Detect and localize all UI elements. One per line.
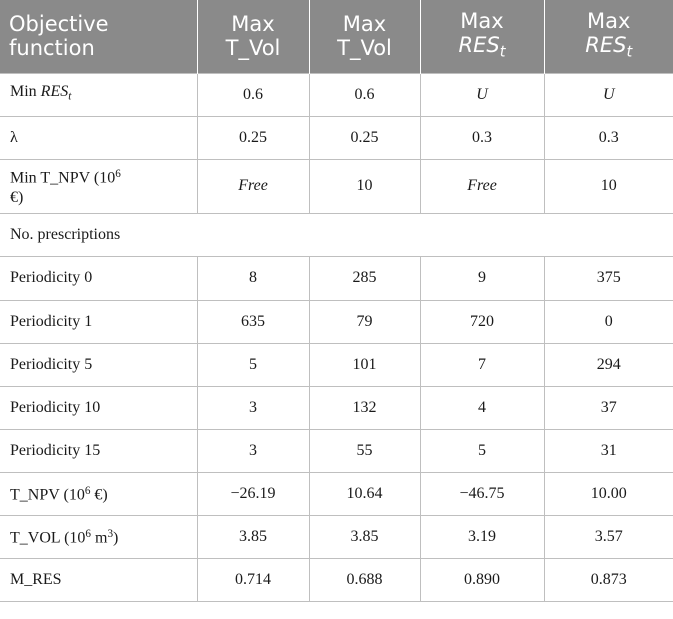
cell: 0.3: [543, 115, 673, 160]
cell: 0: [543, 299, 673, 344]
cell: 79: [308, 299, 421, 344]
cell: 3.57: [543, 514, 673, 559]
row-label: Min T_NPV (106 €): [0, 158, 198, 214]
cell: 0.688: [308, 557, 421, 602]
row-periodicity-10: Periodicity 10 3 132 4 37: [0, 385, 673, 430]
cell: 0.714: [196, 557, 310, 602]
row-label: Periodicity 10: [0, 385, 198, 430]
cell: 10.64: [308, 471, 421, 516]
row-no-prescriptions: No. prescriptions: [0, 212, 673, 257]
cell: 8: [196, 255, 310, 301]
cell: 3.85: [196, 514, 310, 559]
header-col-4: Max RESt: [544, 0, 673, 73]
section-label: No. prescriptions: [0, 212, 673, 257]
cell: 5: [419, 428, 545, 473]
cell: 0.25: [196, 115, 310, 160]
row-periodicity-15: Periodicity 15 3 55 5 31: [0, 428, 673, 473]
row-min-tnpv: Min T_NPV (106 €) Free 10 Free 10: [0, 158, 673, 214]
cell: 3.19: [419, 514, 545, 559]
row-label: T_NPV (106 €): [0, 471, 198, 516]
header-col-3: Max RESt: [420, 0, 545, 73]
cell: 0.890: [419, 557, 545, 602]
cell: U: [419, 72, 545, 117]
row-t-npv: T_NPV (106 €) −26.19 10.64 −46.75 10.00: [0, 471, 673, 516]
cell: 37: [543, 385, 673, 430]
cell: 720: [419, 299, 545, 344]
row-periodicity-1: Periodicity 1 635 79 720 0: [0, 299, 673, 344]
cell: U: [543, 72, 673, 117]
row-label: Periodicity 1: [0, 299, 198, 344]
row-label: Min RESt: [0, 72, 198, 117]
cell: 0.873: [543, 557, 673, 602]
cell: 294: [543, 342, 673, 387]
cell: 0.25: [308, 115, 421, 160]
cell: 31: [543, 428, 673, 473]
row-periodicity-0: Periodicity 0 8 285 9 375: [0, 255, 673, 301]
cell: 132: [308, 385, 421, 430]
cell: 10: [543, 158, 673, 214]
row-label: M_RES: [0, 557, 198, 602]
cell: Free: [419, 158, 545, 214]
table-header: Objective function Max T_Vol Max T_Vol M…: [0, 0, 673, 73]
cell: 55: [308, 428, 421, 473]
row-label: λ: [0, 115, 198, 160]
cell: 375: [543, 255, 673, 301]
row-label: Periodicity 0: [0, 255, 198, 301]
cell: 101: [308, 342, 421, 387]
row-lambda: λ 0.25 0.25 0.3 0.3: [0, 115, 673, 160]
header-row: Objective function Max T_Vol Max T_Vol M…: [0, 0, 673, 73]
cell: 285: [308, 255, 421, 301]
cell: 5: [196, 342, 310, 387]
cell: 3: [196, 428, 310, 473]
header-objective-function: Objective function: [0, 0, 198, 73]
cell: 635: [196, 299, 310, 344]
header-col-2: Max T_Vol: [309, 0, 421, 73]
cell: 10.00: [543, 471, 673, 516]
cell: −26.19: [196, 471, 310, 516]
cell: 0.6: [196, 72, 310, 117]
cell: 3.85: [308, 514, 421, 559]
cell: 3: [196, 385, 310, 430]
cell: 4: [419, 385, 545, 430]
row-label: Periodicity 5: [0, 342, 198, 387]
cell: 0.3: [419, 115, 545, 160]
row-periodicity-5: Periodicity 5 5 101 7 294: [0, 342, 673, 387]
row-min-res: Min RESt 0.6 0.6 U U: [0, 72, 673, 117]
cell: −46.75: [419, 471, 545, 516]
cell: 0.6: [308, 72, 421, 117]
row-m-res: M_RES 0.714 0.688 0.890 0.873: [0, 557, 673, 602]
row-label: Periodicity 15: [0, 428, 198, 473]
row-t-vol: T_VOL (106 m3) 3.85 3.85 3.19 3.57: [0, 514, 673, 559]
cell: 10: [308, 158, 421, 214]
cell: 7: [419, 342, 545, 387]
header-col-1: Max T_Vol: [197, 0, 310, 73]
cell: Free: [196, 158, 310, 214]
results-table: Objective function Max T_Vol Max T_Vol M…: [0, 0, 673, 602]
row-label: T_VOL (106 m3): [0, 514, 198, 559]
cell: 9: [419, 255, 545, 301]
